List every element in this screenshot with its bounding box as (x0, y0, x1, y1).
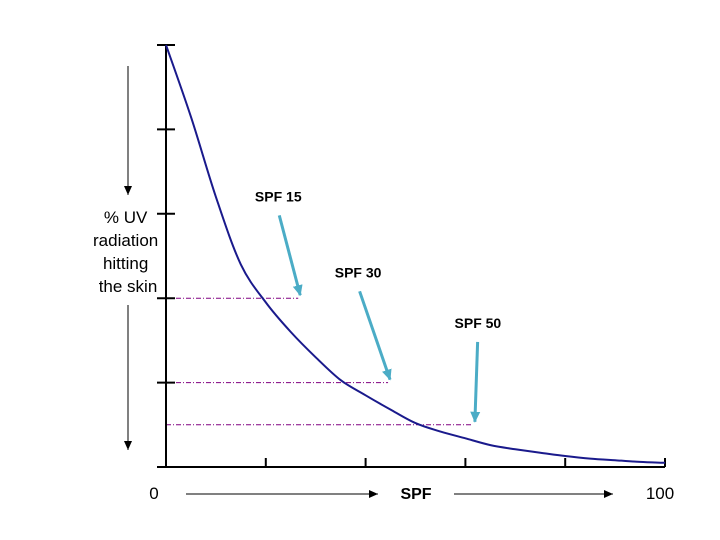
annotation-arrow (358, 290, 392, 381)
y-label-line-2: radiation (93, 231, 158, 250)
annotation-label: SPF 50 (455, 315, 502, 331)
y-axis-label: % UV radiation hitting the skin (93, 208, 163, 296)
annotations: SPF 15 SPF 30 SPF 50 (255, 188, 502, 423)
annotation-label: SPF 15 (255, 188, 302, 204)
annotation-arrow (470, 341, 481, 423)
y-label-line-1: % UV (104, 208, 148, 227)
x-tick-labels: 0 100 (149, 484, 674, 503)
x-tick-label: 100 (646, 484, 674, 503)
x-tick-label: 0 (149, 484, 158, 503)
curve-line (165, 44, 666, 464)
y-label-line-3: hitting (103, 254, 148, 273)
x-ticks (165, 458, 666, 467)
reference-lines (166, 297, 473, 426)
x-axis-label: SPF (400, 486, 431, 503)
annotation-label: SPF 30 (335, 264, 382, 280)
axes (165, 45, 665, 468)
y-label-line-4: the skin (99, 277, 158, 296)
y-ticks (157, 44, 175, 468)
annotation-arrow (277, 214, 303, 297)
